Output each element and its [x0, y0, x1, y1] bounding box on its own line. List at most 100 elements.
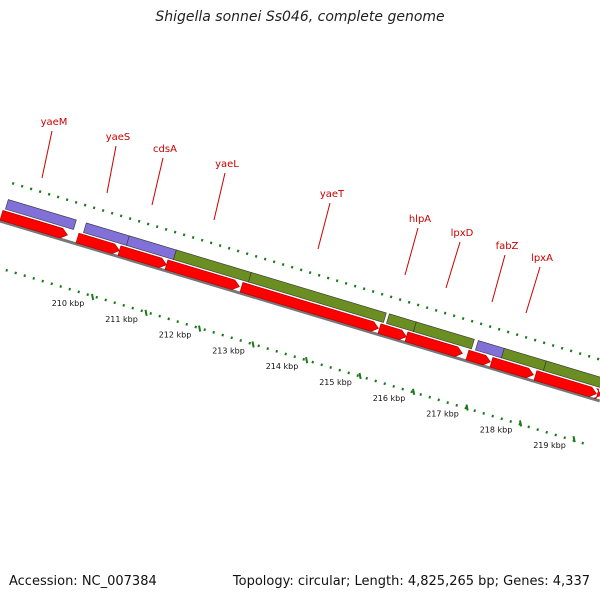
- reverse-gene-arrow: [75, 232, 120, 254]
- scale-tick-dot: [374, 379, 378, 383]
- tick-dot: [11, 181, 15, 185]
- tick-dot: [434, 308, 438, 312]
- tick-dot: [443, 311, 447, 315]
- reverse-gene-arrow: [465, 349, 491, 366]
- scale-tick-dot: [86, 293, 90, 297]
- tick-dot: [281, 262, 285, 266]
- scale-tick-dot: [131, 306, 135, 310]
- tick-dot: [398, 298, 402, 302]
- scale-major-tick: [358, 372, 362, 380]
- backbone-line: [0, 219, 600, 403]
- scale-tick-dot: [401, 387, 405, 391]
- scale-tick-dot: [140, 309, 144, 313]
- scale-tick-dot: [500, 417, 504, 421]
- tick-dot: [524, 335, 528, 339]
- scale-tick-dot: [509, 420, 513, 423]
- tick-dot: [416, 303, 420, 307]
- scale-tick-dot: [230, 336, 234, 340]
- tick-dot: [245, 252, 249, 256]
- scale-tick-dot: [158, 314, 162, 318]
- reverse-genes-layer: [0, 210, 600, 400]
- scale-tick-dot: [14, 271, 18, 275]
- scale-tick-dot: [284, 352, 288, 356]
- tick-dot: [38, 190, 42, 194]
- scale-major-tick: [519, 420, 523, 427]
- tick-dot: [488, 325, 492, 329]
- scale-tick-dot: [563, 436, 567, 440]
- scale-tick-dot: [95, 295, 99, 299]
- tick-dot: [461, 316, 465, 320]
- scale-tick-dot: [248, 341, 252, 345]
- scale-tick-dot: [473, 409, 477, 413]
- scale-tick-dot: [554, 433, 558, 437]
- tick-dot: [515, 333, 519, 337]
- tick-dot: [119, 214, 123, 218]
- tick-dot: [164, 227, 168, 231]
- scale-tick-dot: [59, 285, 63, 288]
- accession-text: Accession: NC_007384: [9, 574, 157, 589]
- scale-major-tick: [465, 404, 469, 411]
- scale-tick-dot: [311, 360, 315, 364]
- scale-tick-dot: [581, 441, 585, 445]
- tick-dot: [371, 289, 375, 293]
- tick-dot: [137, 219, 141, 223]
- gene-label-yaeT: yaeT: [320, 189, 345, 200]
- tick-dot: [425, 306, 429, 310]
- tick-dot: [362, 287, 366, 291]
- tick-dot: [209, 241, 213, 245]
- scale-tick-dot: [356, 374, 360, 378]
- tick-dot: [290, 265, 294, 269]
- scale-label: 211 kbp: [105, 315, 138, 324]
- tick-dot: [65, 198, 69, 202]
- scale-tick-dot: [419, 393, 423, 396]
- scale-label: 210 kbp: [52, 299, 85, 308]
- reverse-gene-arrow: [593, 388, 600, 400]
- scale-tick-dot: [212, 330, 216, 334]
- tick-dot: [110, 211, 114, 215]
- scale-tick-dot: [149, 312, 153, 315]
- scale-tick-dot: [383, 382, 387, 386]
- gene-label-fabZ: fabZ: [496, 241, 519, 252]
- tick-dot: [173, 230, 177, 234]
- reverse-gene-arrow: [533, 370, 597, 398]
- genome-title: Shigella sonnei Ss046, complete genome: [155, 9, 445, 25]
- tick-dot: [29, 187, 33, 191]
- tick-dot: [128, 217, 132, 221]
- leader-line-fabZ: [491, 254, 506, 303]
- tick-dot: [569, 349, 573, 353]
- scale-tick-dot: [275, 349, 279, 353]
- tick-dot: [452, 314, 456, 318]
- gene-block-lpxD: [413, 321, 475, 350]
- gene-label-yaeL: yaeL: [215, 159, 239, 170]
- scale-tick-dot: [68, 287, 72, 291]
- leader-line-lpxA: [525, 266, 541, 314]
- tick-layer: [5, 181, 600, 445]
- scale-tick-dot: [320, 363, 324, 367]
- tick-dot: [353, 284, 357, 288]
- scale-tick-dot: [365, 376, 369, 380]
- scale-major-tick: [305, 357, 309, 364]
- tick-dot: [533, 338, 537, 342]
- scale-tick-dot: [50, 282, 54, 286]
- tick-dot: [83, 203, 87, 207]
- scale-tick-dot: [446, 401, 450, 405]
- scale-tick-dot: [257, 344, 261, 348]
- tick-dot: [308, 271, 312, 275]
- gene-label-yaeM: yaeM: [41, 117, 68, 128]
- backbone-layer: [0, 219, 600, 403]
- scale-tick-dot: [266, 347, 270, 351]
- genome-summary-text: Topology: circular; Length: 4,825,265 bp…: [232, 574, 590, 589]
- reverse-gene-arrow: [239, 282, 379, 332]
- scale-major-tick: [144, 309, 148, 316]
- scale-tick-dot: [464, 406, 468, 410]
- tick-dot: [407, 300, 411, 304]
- tick-dot: [299, 268, 303, 272]
- tick-dot: [182, 233, 186, 237]
- scale-tick-dot: [239, 339, 243, 342]
- tick-dot: [155, 225, 159, 229]
- gene-block-lpxA: [543, 360, 600, 388]
- leader-line-yaeS: [106, 145, 117, 194]
- scale-layer: 210 kbp 211 kbp 212 kbp 213 kbp 214 kbp 215 k…: [52, 293, 576, 450]
- scale-tick-dot: [491, 414, 495, 418]
- tick-dot: [326, 276, 330, 280]
